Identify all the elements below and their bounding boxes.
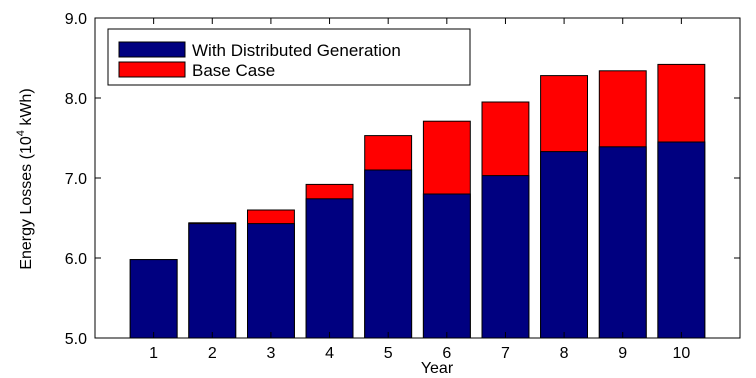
legend-swatch-dg bbox=[118, 41, 186, 58]
bar-distributed-generation-year-10 bbox=[657, 141, 706, 339]
y-tick-label: 8.0 bbox=[65, 91, 87, 108]
bar-distributed-generation-year-1 bbox=[129, 259, 178, 339]
legend-label-base: Base Case bbox=[192, 61, 275, 80]
y-axis-label-main: Energy Losses (10 bbox=[18, 136, 35, 270]
x-tick-label: 7 bbox=[501, 345, 510, 362]
x-tick-label: 9 bbox=[618, 345, 627, 362]
bar-distributed-generation-year-9 bbox=[598, 146, 647, 339]
bar-distributed-generation-year-4 bbox=[305, 198, 354, 339]
y-axis-label: Energy Losses (104 kWh) bbox=[15, 88, 35, 269]
legend-swatch-base bbox=[118, 61, 186, 78]
y-axis-label-exponent: 4 bbox=[15, 130, 27, 136]
x-tick-label: 1 bbox=[149, 345, 158, 362]
y-tick-label: 9.0 bbox=[65, 11, 87, 28]
bar-distributed-generation-year-7 bbox=[481, 175, 530, 339]
legend: With Distributed Generation Base Case bbox=[107, 28, 471, 86]
bar-distributed-generation-year-3 bbox=[247, 223, 295, 339]
bars bbox=[129, 63, 706, 339]
bar-distributed-generation-year-2 bbox=[188, 223, 237, 339]
x-tick-label: 5 bbox=[384, 345, 393, 362]
y-tick-label: 5.0 bbox=[65, 331, 87, 348]
legend-label-dg: With Distributed Generation bbox=[192, 41, 401, 60]
x-tick-label: 10 bbox=[672, 345, 690, 362]
y-tick-label: 6.0 bbox=[65, 251, 87, 268]
x-tick-label: 8 bbox=[560, 345, 569, 362]
bar-distributed-generation-year-6 bbox=[422, 193, 471, 339]
x-tick-label: 2 bbox=[208, 345, 217, 362]
x-tick-label: 6 bbox=[442, 345, 451, 362]
bar-distributed-generation-year-8 bbox=[540, 151, 588, 339]
y-tick-label: 7.0 bbox=[65, 171, 87, 188]
x-tick-label: 4 bbox=[325, 345, 334, 362]
x-axis-label: Year bbox=[421, 360, 454, 377]
x-tick-label: 3 bbox=[266, 345, 275, 362]
ticks: 5.0 6.0 7.0 8.0 9.0 1 2 3 4 5 6 7 8 9 10 bbox=[65, 11, 740, 362]
bar-distributed-generation-year-5 bbox=[364, 169, 413, 339]
y-axis-label-unit: kWh) bbox=[18, 88, 35, 130]
